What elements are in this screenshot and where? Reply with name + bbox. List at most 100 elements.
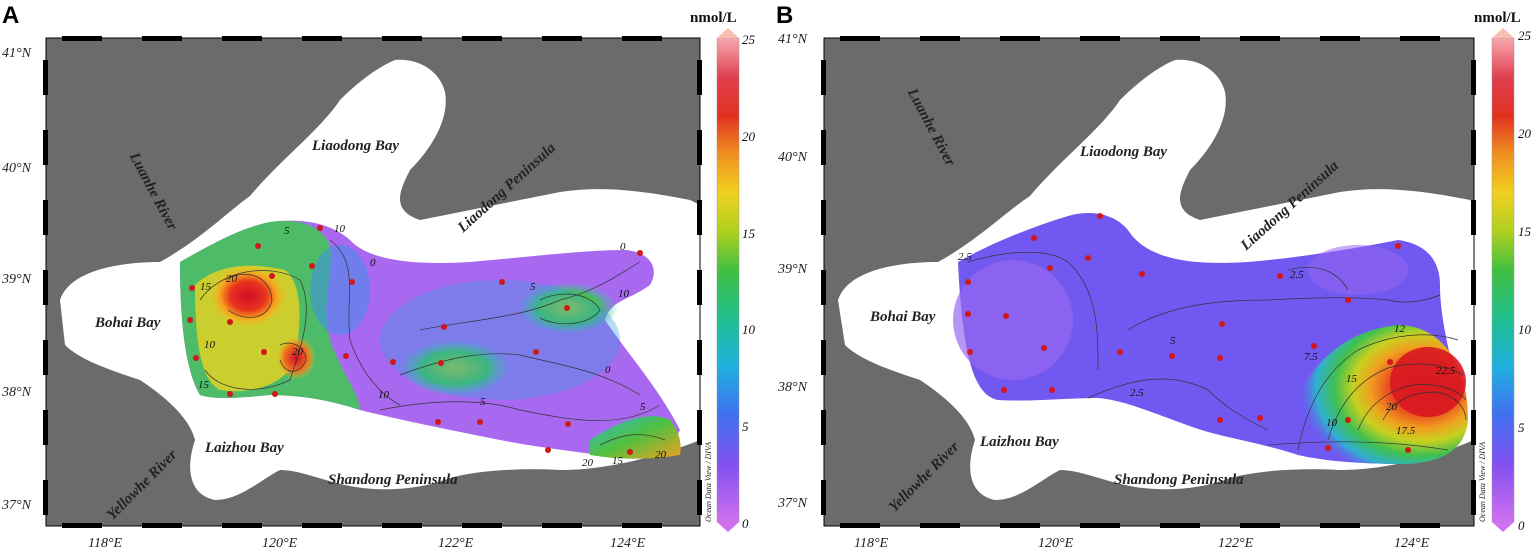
colorbar-cap-top-a (717, 28, 739, 38)
label-shandong-peninsula: Shandong Peninsula (328, 472, 458, 488)
svg-text:10: 10 (378, 389, 390, 401)
lon-label-124: 124°E (1394, 536, 1430, 551)
svg-text:15: 15 (1346, 373, 1358, 385)
hotspot-a2 (276, 336, 316, 380)
lat-label-37: 37°N (778, 496, 807, 511)
label-bohai-bay: Bohai Bay (95, 315, 161, 331)
colorbar-b (1491, 37, 1515, 523)
colorbar-unit: nmol/L (690, 10, 737, 26)
field-blue-west (310, 245, 370, 335)
label-bohai-bay: Bohai Bay (870, 309, 936, 325)
hotspot-core-b (1390, 347, 1466, 417)
svg-text:2.5: 2.5 (1290, 269, 1304, 281)
svg-text:20: 20 (226, 273, 238, 285)
lat-label-41: 41°N (2, 46, 31, 61)
lat-label-40: 40°N (778, 150, 807, 165)
hotspot-a1 (208, 264, 288, 328)
panel-a: A (2, 2, 755, 551)
lon-label-118: 118°E (854, 536, 889, 551)
svg-text:10: 10 (204, 339, 216, 351)
lat-label-38: 38°N (778, 380, 807, 395)
lon-label-122: 122°E (438, 536, 474, 551)
contours-a (199, 239, 666, 446)
svg-text:22.5: 22.5 (1436, 365, 1456, 377)
field-purple-west (953, 260, 1073, 380)
colorbar-unit: nmol/L (1474, 10, 1521, 26)
svg-text:20: 20 (655, 449, 667, 461)
frame-a (43, 36, 702, 528)
field-purple-north (1308, 245, 1408, 295)
svg-text:2.5: 2.5 (958, 251, 972, 263)
svg-text:17.5: 17.5 (1396, 425, 1416, 437)
colorbar-tick-25: 25 (1518, 28, 1531, 43)
colorbar-tick-15: 15 (1518, 224, 1531, 239)
lat-label-41: 41°N (778, 32, 807, 47)
field-blue-mid (380, 280, 620, 400)
colorbar-tick-10: 10 (742, 322, 755, 337)
lon-label-120: 120°E (1038, 536, 1074, 551)
colorbar-cap-bottom-b (1492, 522, 1514, 532)
colorbar-tick-25: 25 (742, 32, 755, 47)
lat-label-40: 40°N (2, 161, 31, 176)
contours-b (967, 251, 1467, 451)
odv-credit: Ocean Data View / DIVA (704, 441, 713, 522)
lon-label-120: 120°E (262, 536, 298, 551)
svg-text:0: 0 (605, 364, 611, 376)
lon-label-118: 118°E (88, 536, 123, 551)
label-laizhou-bay: Laizhou Bay (980, 434, 1059, 450)
svg-text:2.5: 2.5 (1130, 387, 1144, 399)
panel-letter: B (776, 2, 794, 29)
lat-label-39: 39°N (2, 272, 31, 287)
colorbar-tick-10: 10 (1518, 322, 1531, 337)
contour-labels-a: 5 10 0 20 15 10 20 15 0 5 10 5 10 0 5 20… (198, 223, 667, 469)
frame-b (821, 36, 1476, 528)
colorbar-cap-bottom-a (717, 522, 739, 532)
svg-text:5: 5 (1170, 335, 1176, 347)
svg-text:15: 15 (200, 281, 212, 293)
svg-text:20: 20 (1386, 401, 1398, 413)
svg-text:10: 10 (1326, 417, 1338, 429)
colorbar-tick-0: 0 (1518, 518, 1525, 533)
svg-text:5: 5 (284, 225, 290, 237)
field-green-center (400, 340, 510, 396)
lon-label-122: 122°E (1218, 536, 1254, 551)
stations-b (965, 213, 1411, 453)
svg-text:7.5: 7.5 (1304, 351, 1318, 363)
map-b: 2.5 2.5 5 7.5 12 15 22.5 20 17.5 10 2.5 (821, 28, 1515, 532)
colorbar-tick-5: 5 (1518, 420, 1525, 435)
label-laizhou-bay: Laizhou Bay (205, 440, 284, 456)
label-liaodong-bay: Liaodong Bay (312, 138, 400, 154)
svg-text:5: 5 (640, 401, 646, 413)
contour-labels-b: 2.5 2.5 5 7.5 12 15 22.5 20 17.5 10 2.5 (958, 251, 1456, 437)
svg-text:12: 12 (1394, 323, 1406, 335)
colorbar-tick-0: 0 (742, 516, 749, 531)
odv-credit: Ocean Data View / DIVA (1478, 441, 1487, 522)
stations-a (187, 225, 643, 455)
svg-text:15: 15 (198, 379, 210, 391)
map-a: 5 10 0 20 15 10 20 15 0 5 10 5 10 0 5 20… (43, 28, 740, 532)
svg-text:5: 5 (530, 281, 536, 293)
field-southeast (590, 416, 681, 459)
lat-label-37: 37°N (2, 498, 31, 513)
colorbar-tick-5: 5 (742, 419, 749, 434)
svg-text:10: 10 (334, 223, 346, 235)
svg-text:0: 0 (620, 241, 626, 253)
colorbar-tick-20: 20 (742, 129, 755, 144)
colorbar-tick-15: 15 (742, 226, 755, 241)
lat-label-38: 38°N (2, 385, 31, 400)
svg-text:10: 10 (618, 288, 630, 300)
panel-letter: A (2, 2, 20, 29)
label-liaodong-bay: Liaodong Bay (1080, 144, 1168, 160)
panel-b: B (768, 0, 1536, 552)
svg-text:5: 5 (480, 396, 486, 408)
colorbar-cap-top-b (1492, 28, 1514, 38)
lon-label-124: 124°E (610, 536, 646, 551)
svg-text:20: 20 (292, 346, 304, 358)
svg-text:15: 15 (612, 455, 624, 467)
label-shandong-peninsula: Shandong Peninsula (1114, 472, 1244, 488)
svg-text:0: 0 (370, 257, 376, 269)
colorbar-tick-20: 20 (1518, 126, 1531, 141)
lat-label-39: 39°N (778, 262, 807, 277)
svg-text:20: 20 (582, 457, 594, 469)
colorbar-a (716, 37, 740, 523)
